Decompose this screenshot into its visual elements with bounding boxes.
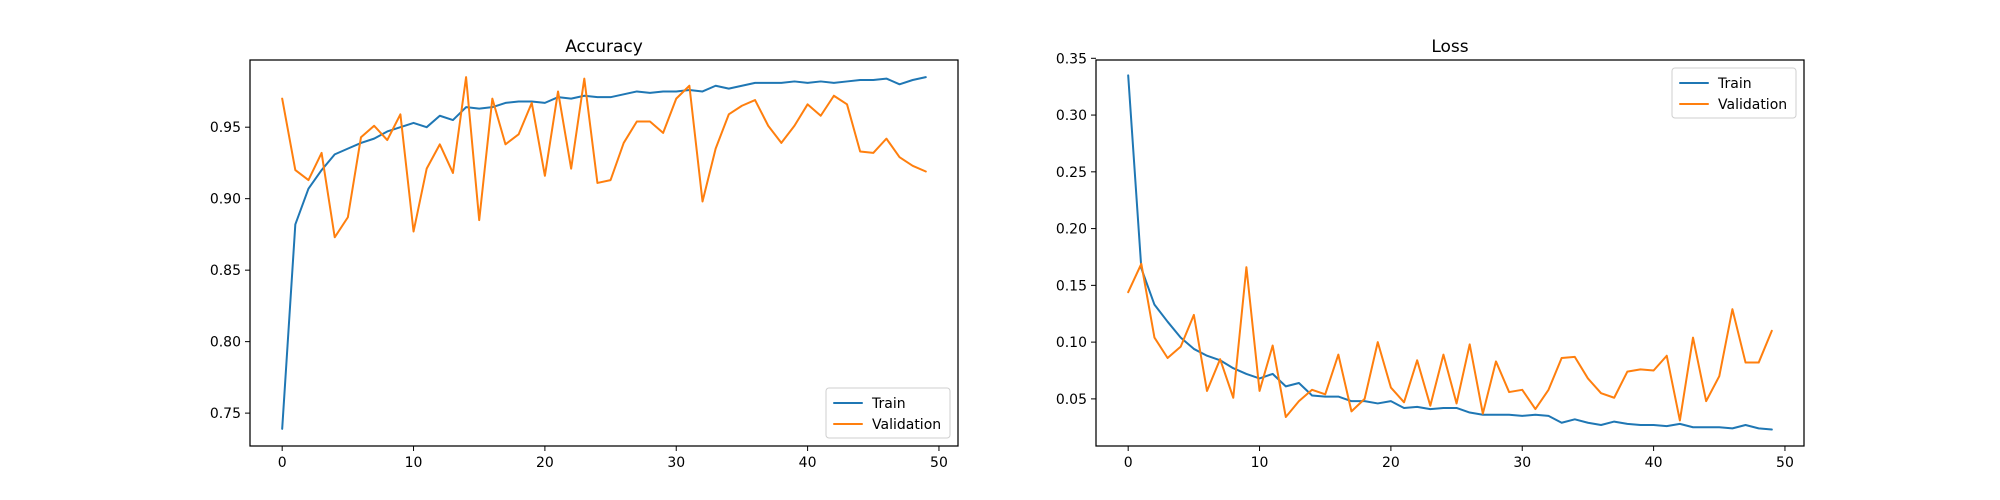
loss-xtick-label: 10 <box>1251 455 1269 471</box>
accuracy-chart: Accuracy 0 10 20 30 40 50 0.75 0.80 0.85 0.90 0.95… <box>210 37 959 471</box>
accuracy-xtick-label: 20 <box>536 455 554 471</box>
loss-xtick-label: 20 <box>1382 455 1400 471</box>
accuracy-xtick-label: 10 <box>405 455 423 471</box>
accuracy-series-train <box>281 76 927 430</box>
loss-ticks: 0 10 20 30 40 50 0.05 0.10 0.15 0.20 0.25 0.30 0.35 <box>1056 51 1794 471</box>
loss-xtick-label: 40 <box>1645 455 1663 471</box>
loss-axes-frame <box>1095 59 1805 447</box>
accuracy-title: Accuracy <box>565 37 643 57</box>
loss-ytick-label: 0.35 <box>1056 51 1087 67</box>
loss-legend-box <box>1671 67 1797 119</box>
accuracy-series <box>281 76 927 430</box>
accuracy-series-validation <box>281 76 927 239</box>
loss-legend: Train Validation <box>1671 67 1797 119</box>
accuracy-ytick-label: 0.95 <box>210 120 241 136</box>
loss-ytick-label: 0.20 <box>1056 222 1087 238</box>
loss-legend-label-train: Train <box>1717 76 1752 92</box>
loss-ytick-label: 0.25 <box>1056 165 1087 181</box>
accuracy-xtick-label: 50 <box>930 455 948 471</box>
loss-title: Loss <box>1431 37 1468 57</box>
loss-series <box>1127 74 1773 431</box>
accuracy-xtick-label: 40 <box>799 455 817 471</box>
accuracy-legend-label-train: Train <box>871 396 906 412</box>
loss-xtick-label: 30 <box>1513 455 1531 471</box>
loss-ytick-label: 0.10 <box>1056 335 1087 351</box>
loss-series-validation <box>1127 262 1773 422</box>
accuracy-ytick-label: 0.75 <box>210 406 241 422</box>
loss-xtick-label: 0 <box>1124 455 1133 471</box>
accuracy-legend: Train Validation <box>825 387 951 439</box>
accuracy-ytick-label: 0.90 <box>210 192 241 208</box>
accuracy-ytick-label: 0.80 <box>210 335 241 351</box>
loss-ytick-label: 0.15 <box>1056 278 1087 294</box>
accuracy-legend-label-validation: Validation <box>872 417 941 433</box>
loss-ytick-label: 0.30 <box>1056 108 1087 124</box>
loss-legend-label-validation: Validation <box>1718 97 1787 113</box>
accuracy-ytick-label: 0.85 <box>210 263 241 279</box>
loss-chart: Loss 0 10 20 30 40 50 0.05 0.10 0.15 0.20 0.25 0.30… <box>1056 37 1805 471</box>
accuracy-ticks: 0 10 20 30 40 50 0.75 0.80 0.85 0.90 0.95 <box>210 120 948 471</box>
accuracy-axes-frame <box>249 59 959 447</box>
accuracy-xtick-label: 30 <box>667 455 685 471</box>
loss-xtick-label: 50 <box>1776 455 1794 471</box>
accuracy-xtick-label: 0 <box>278 455 287 471</box>
accuracy-legend-box <box>825 387 951 439</box>
loss-ytick-label: 0.05 <box>1056 392 1087 408</box>
